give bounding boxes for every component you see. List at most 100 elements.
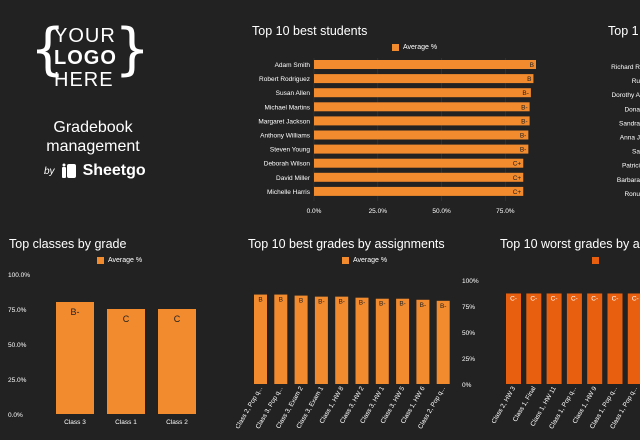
bar: [355, 297, 369, 384]
category-label: Class 3: [64, 419, 86, 426]
best-students-title: Top 10 best students: [252, 24, 368, 38]
best-students-chart: 0.0% 25.0% 50.0% 75.0% Adam Smith B Robert Rod…: [258, 58, 536, 215]
bar: [314, 144, 529, 154]
data-label: B: [279, 297, 283, 304]
app-title: Gradebook management: [28, 118, 158, 156]
logo-line-2: LOGO: [54, 47, 117, 69]
x-tick-label: 50.0%: [432, 208, 451, 215]
data-label: C-: [571, 295, 578, 302]
data-label: B-: [71, 307, 80, 317]
bar: [274, 294, 288, 384]
category-label: Patrici: [622, 163, 640, 170]
bar: [314, 158, 524, 168]
bar: [314, 130, 529, 140]
right-brace-icon: }: [114, 17, 150, 82]
data-label: B: [527, 76, 531, 83]
best-students-legend: Average %: [392, 44, 437, 51]
category-label: Class 1: [115, 419, 137, 426]
category-label: Anna J: [620, 135, 640, 142]
bar: [314, 172, 524, 182]
data-label: C-: [530, 295, 537, 302]
data-label: C-: [551, 295, 558, 302]
data-label: B-: [359, 300, 366, 307]
x-tick-label: 0.0%: [307, 208, 322, 215]
y-tick-label: 100.0%: [8, 272, 30, 279]
y-tick-label: 75.0%: [8, 307, 27, 314]
bar: [627, 293, 640, 384]
data-label: C-: [632, 295, 639, 302]
category-label: Adam Smith: [275, 62, 311, 69]
bar: [566, 293, 582, 384]
logo-line-3: HERE: [54, 69, 114, 91]
y-tick-label: 50%: [462, 330, 475, 337]
worst-students-title: Top 1: [608, 24, 639, 38]
y-tick-label: 25%: [462, 356, 475, 363]
bar: [294, 295, 308, 384]
data-label: C: [123, 314, 130, 324]
y-tick-label: 100%: [462, 278, 479, 285]
bar: [107, 309, 145, 414]
category-label: Michelle Harris: [267, 189, 311, 196]
app-title-line-1: Gradebook: [53, 119, 133, 136]
data-label: B-: [521, 118, 528, 125]
best-grades-legend: Average %: [342, 257, 387, 264]
category-label: Steven Young: [270, 147, 311, 154]
data-label: B-: [399, 301, 406, 308]
by-label: by: [44, 165, 55, 177]
data-label: B-: [520, 133, 527, 140]
data-label: B-: [318, 299, 325, 306]
bar: [254, 294, 267, 384]
data-label: B-: [338, 299, 345, 306]
legend-label: Average %: [353, 257, 388, 264]
classes-by-grade-chart: 100.0% 75.0% 50.0% 25.0% 0.0% B- Class 3 C Class…: [8, 272, 196, 426]
bar: [546, 293, 562, 384]
y-tick-label: 75%: [462, 304, 475, 311]
category-label: David Miller: [276, 175, 311, 182]
bar: [607, 293, 623, 384]
bar: [506, 293, 521, 384]
category-label: Sandra: [619, 120, 640, 127]
category-label: Anthony Williams: [260, 133, 311, 140]
bar: [436, 300, 450, 384]
category-label: Deborah Wilson: [264, 161, 311, 168]
classes-by-grade-title: Top classes by grade: [9, 237, 127, 251]
data-label: B-: [522, 90, 529, 97]
legend-swatch: [392, 44, 399, 51]
category-label: Robert Rodriguez: [259, 76, 310, 83]
category-label: Class 2: [166, 419, 188, 426]
legend-swatch: [592, 257, 599, 264]
x-tick-label: 25.0%: [369, 208, 388, 215]
data-label: C: [174, 314, 181, 324]
bar: [314, 102, 530, 112]
data-label: C+: [513, 161, 522, 168]
worst-grades-title: Top 10 worst grades by as: [500, 237, 640, 251]
brand-name: Sheetgo: [82, 162, 146, 179]
bar: [335, 296, 349, 384]
data-label: B-: [379, 301, 386, 308]
data-label: B: [299, 298, 303, 305]
placeholder-logo: { YOUR LOGO HERE }: [30, 18, 150, 104]
data-label: C-: [612, 295, 619, 302]
left-brace-icon: {: [30, 17, 66, 82]
bar: [158, 309, 196, 414]
bar: [416, 299, 430, 384]
y-tick-label: 50.0%: [8, 342, 27, 349]
y-tick-label: 25.0%: [8, 377, 27, 384]
logo-line-1: YOUR: [54, 25, 116, 47]
bar: [56, 302, 94, 414]
category-label: Michael Martins: [264, 104, 310, 111]
bar: [526, 293, 542, 384]
legend-swatch: [342, 257, 349, 264]
data-label: C+: [513, 189, 522, 196]
app-title-line-2: management: [46, 138, 140, 155]
data-label: B-: [440, 303, 447, 310]
category-label: Richard R: [611, 64, 640, 71]
category-label: Susan Allen: [276, 90, 311, 97]
legend-swatch: [97, 257, 104, 264]
y-tick-label: 0.0%: [8, 412, 23, 419]
worst-students-chart: Richard R Ru Dorothy A Dona Sandra Anna J Sa Pa…: [611, 64, 640, 198]
best-grades-title: Top 10 best grades by assignments: [248, 237, 445, 251]
data-label: B: [258, 297, 262, 304]
